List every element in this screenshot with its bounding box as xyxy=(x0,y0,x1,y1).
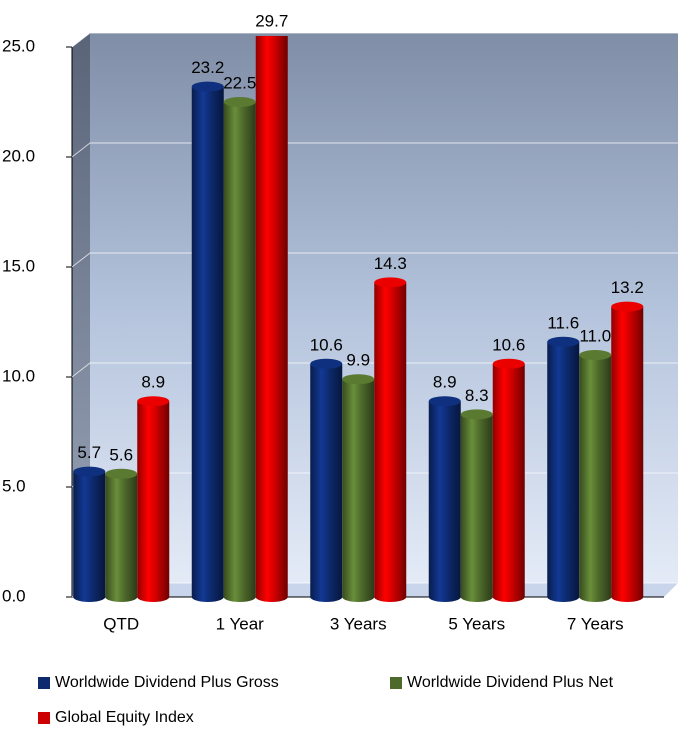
bar-bottom xyxy=(191,592,224,602)
value-label: 5.6 xyxy=(109,445,133,464)
y-tick-label: 10.0 xyxy=(2,366,35,385)
grid-line xyxy=(71,362,678,378)
bar xyxy=(611,306,644,597)
bar-cap xyxy=(611,301,644,312)
bar-bottom xyxy=(137,592,170,602)
bar xyxy=(374,282,407,597)
y-tick-label: 0.0 xyxy=(2,586,26,605)
bar-cap xyxy=(374,277,407,288)
value-label: 11.0 xyxy=(579,326,611,345)
bar xyxy=(342,379,375,597)
bar xyxy=(191,86,224,597)
bar-bottom xyxy=(547,592,580,602)
grid-line xyxy=(71,142,678,158)
bar-bottom xyxy=(492,592,525,602)
bar xyxy=(460,414,493,597)
bar xyxy=(73,471,106,597)
bar xyxy=(492,363,525,597)
bar-cap xyxy=(223,97,256,107)
value-label: 23.2 xyxy=(191,58,224,77)
legend: Worldwide Dividend Plus Gross Worldwide D… xyxy=(38,674,614,726)
bar xyxy=(223,102,256,597)
bar xyxy=(428,401,461,597)
value-label: 11.6 xyxy=(547,313,579,332)
legend-swatch xyxy=(38,712,50,724)
labels: 0.0 5.0 10.0 15.0 20.0 25.0 QTD 5.7 5.6 8.9 1 Year… xyxy=(2,11,644,633)
bar xyxy=(547,341,580,597)
bar-bottom xyxy=(460,592,493,602)
bar-bottom xyxy=(73,592,106,602)
bar-cap xyxy=(105,468,138,479)
x-tick-label: QTD xyxy=(103,614,139,633)
value-label: 8.3 xyxy=(465,386,489,405)
legend-label: Worldwide Dividend Plus Net xyxy=(407,674,614,691)
bar xyxy=(579,355,612,597)
bar-cap xyxy=(342,374,375,385)
bar-cap xyxy=(579,350,612,360)
y-tick-label: 25.0 xyxy=(2,36,35,55)
bar-bottom xyxy=(579,592,612,602)
value-label: 10.6 xyxy=(492,335,525,354)
value-label: 8.9 xyxy=(141,373,165,392)
x-tick-label: 3 Years xyxy=(330,614,387,633)
x-tick-label: 7 Years xyxy=(567,614,624,633)
y-tick-label: 15.0 xyxy=(2,256,35,275)
bar-cap xyxy=(191,81,224,92)
y-tick-label: 20.0 xyxy=(2,146,35,165)
bar-bottom xyxy=(223,592,256,602)
bar-cap xyxy=(310,358,343,369)
value-label: 10.6 xyxy=(310,335,343,354)
bar-cap xyxy=(73,466,106,477)
value-label: 13.2 xyxy=(611,278,644,297)
x-tick-label: 5 Years xyxy=(448,614,505,633)
bar xyxy=(105,473,138,597)
y-tick-label: 5.0 xyxy=(2,476,26,495)
bar-bottom xyxy=(105,592,138,602)
value-label: 29.7 xyxy=(255,11,288,30)
bar-cap xyxy=(492,358,525,369)
bar xyxy=(137,401,170,597)
value-label: 8.9 xyxy=(433,373,457,392)
value-label: 22.5 xyxy=(223,73,256,92)
bar-bottom xyxy=(342,592,375,602)
bar-bottom xyxy=(310,592,343,602)
bar-bottom xyxy=(255,592,288,602)
legend-label: Worldwide Dividend Plus Gross xyxy=(55,674,279,691)
x-tick-label: 1 Year xyxy=(216,614,265,633)
side-wall xyxy=(72,33,90,597)
legend-swatch xyxy=(38,677,50,689)
bar xyxy=(255,36,288,598)
grid-line xyxy=(71,252,678,268)
bar xyxy=(310,363,343,597)
legend-swatch xyxy=(390,677,402,689)
bar-cap xyxy=(137,396,170,407)
bars xyxy=(73,36,644,602)
bar-bottom xyxy=(428,592,461,602)
bar-cap xyxy=(547,336,580,347)
bar-bottom xyxy=(374,592,407,602)
legend-label: Global Equity Index xyxy=(55,709,194,726)
value-label: 5.7 xyxy=(77,443,101,462)
bar-bottom xyxy=(611,592,644,602)
grid-line xyxy=(71,32,678,48)
bar-cap xyxy=(428,396,461,407)
value-label: 9.9 xyxy=(346,351,370,370)
bar-cap xyxy=(460,409,493,420)
value-label: 14.3 xyxy=(374,254,407,273)
